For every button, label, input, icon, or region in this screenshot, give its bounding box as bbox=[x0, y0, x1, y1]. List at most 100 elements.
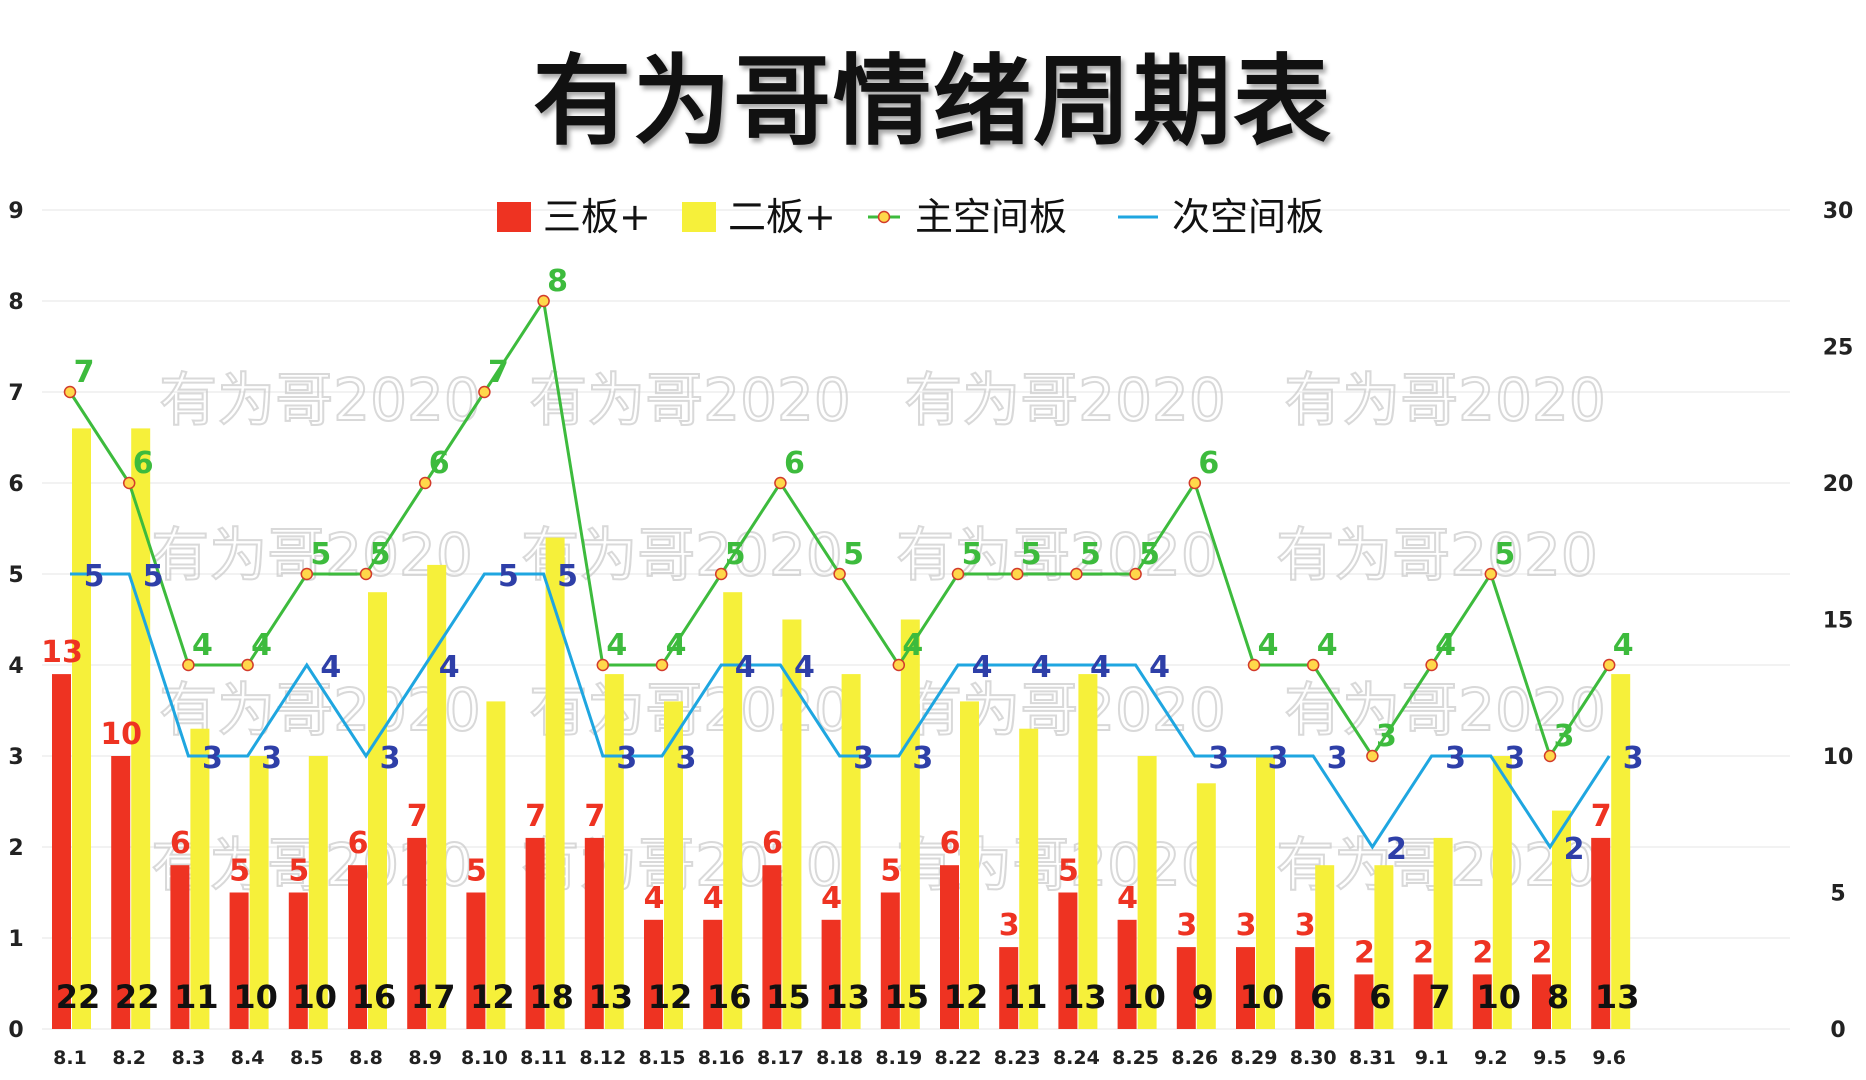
bar-三板 bbox=[229, 892, 249, 1029]
data-label-二板: 22 bbox=[115, 978, 160, 1016]
data-label-二板: 13 bbox=[1595, 978, 1640, 1016]
data-label-三板: 4 bbox=[644, 881, 665, 916]
chart-title: 有为哥情绪周期表 bbox=[532, 45, 1333, 159]
data-label-主空间板: 7 bbox=[74, 355, 95, 390]
x-axis-tick-label: 8.17 bbox=[757, 1047, 804, 1069]
bar-三板 bbox=[999, 947, 1019, 1029]
data-label-二板: 6 bbox=[1369, 978, 1391, 1016]
data-label-二板: 11 bbox=[174, 978, 219, 1016]
bar-三板 bbox=[1354, 974, 1374, 1029]
data-label-主空间板: 5 bbox=[1494, 537, 1515, 572]
point-主空间板 bbox=[1425, 658, 1438, 672]
bar-三板 bbox=[880, 892, 900, 1029]
data-label-主空间板: 3 bbox=[1554, 719, 1575, 754]
data-label-三板: 3 bbox=[1295, 908, 1316, 943]
point-主空间板 bbox=[1070, 567, 1083, 581]
point-主空间板 bbox=[1602, 658, 1616, 672]
bar-三板 bbox=[1532, 974, 1551, 1029]
data-label-次空间板: 3 bbox=[1327, 741, 1348, 776]
watermark-text: 有为哥2020 bbox=[151, 521, 473, 589]
data-label-三板: 7 bbox=[407, 799, 428, 834]
data-label-二板: 12 bbox=[470, 978, 515, 1016]
data-label-主空间板: 5 bbox=[1080, 537, 1101, 572]
data-label-三板: 7 bbox=[525, 799, 546, 834]
point-主空间板 bbox=[63, 385, 77, 399]
data-label-次空间板: 4 bbox=[1090, 650, 1111, 685]
data-label-三板: 5 bbox=[1058, 854, 1079, 889]
bar-三板 bbox=[170, 865, 190, 1029]
x-axis-tick-label: 9.2 bbox=[1474, 1047, 1508, 1069]
data-label-主空间板: 5 bbox=[1139, 537, 1160, 572]
x-axis-tick-label: 8.5 bbox=[290, 1047, 324, 1069]
bar-三板 bbox=[1236, 947, 1255, 1029]
point-主空间板 bbox=[1010, 567, 1024, 581]
data-label-二板: 12 bbox=[648, 978, 693, 1016]
bar-二板 bbox=[486, 701, 506, 1029]
point-主空间板 bbox=[478, 385, 491, 399]
x-axis-tick-label: 8.15 bbox=[639, 1047, 686, 1069]
data-label-二板: 10 bbox=[233, 978, 278, 1016]
point-主空间板 bbox=[1484, 567, 1498, 581]
point-主空间板 bbox=[1543, 749, 1557, 763]
bar-三板 bbox=[1413, 974, 1433, 1029]
bar-二板 bbox=[249, 756, 269, 1029]
line-次空间板 bbox=[70, 572, 1611, 850]
x-axis-tick-label: 8.30 bbox=[1290, 1047, 1337, 1069]
watermark-text: 有为哥2020 bbox=[1276, 521, 1598, 589]
data-label-二板: 8 bbox=[1547, 978, 1569, 1016]
point-主空间板 bbox=[1247, 658, 1261, 672]
data-label-二板: 13 bbox=[1062, 978, 1107, 1016]
point-主空间板 bbox=[1188, 476, 1202, 490]
x-axis-tick-label: 8.3 bbox=[172, 1047, 206, 1069]
left-axis-tick-label: 0 bbox=[8, 1018, 23, 1043]
bar-二板 bbox=[723, 592, 743, 1029]
point-主空间板 bbox=[774, 476, 787, 490]
x-axis-tick-label: 8.1 bbox=[53, 1047, 87, 1069]
data-label-三板: 5 bbox=[229, 854, 250, 889]
data-label-二板: 17 bbox=[411, 978, 456, 1016]
point-主空间板 bbox=[537, 294, 550, 308]
data-label-主空间板: 4 bbox=[606, 628, 627, 663]
bar-三板 bbox=[821, 919, 841, 1029]
point-主空间板 bbox=[359, 567, 373, 581]
legend-swatch-二板 bbox=[682, 202, 716, 232]
data-label-二板: 10 bbox=[1121, 978, 1166, 1016]
data-label-次空间板: 4 bbox=[320, 650, 341, 685]
x-axis-tick-label: 8.9 bbox=[408, 1047, 442, 1069]
point-主空间板 bbox=[596, 658, 610, 672]
data-label-主空间板: 4 bbox=[1613, 628, 1634, 663]
data-label-次空间板: 3 bbox=[1504, 741, 1525, 776]
data-label-二板: 12 bbox=[944, 978, 989, 1016]
bar-三板 bbox=[466, 892, 486, 1029]
bar-二板 bbox=[1611, 674, 1631, 1029]
data-label-三板: 10 bbox=[100, 717, 142, 752]
data-label-次空间板: 4 bbox=[439, 650, 460, 685]
data-label-主空间板: 6 bbox=[1198, 446, 1219, 481]
x-axis-tick-label: 8.10 bbox=[461, 1047, 508, 1069]
data-label-二板: 10 bbox=[1477, 978, 1522, 1016]
x-axis-tick-label: 8.18 bbox=[816, 1047, 863, 1069]
bar-二板 bbox=[190, 728, 210, 1029]
data-label-次空间板: 4 bbox=[1031, 650, 1052, 685]
point-主空间板 bbox=[655, 658, 669, 672]
bar-二板 bbox=[1492, 756, 1512, 1029]
data-label-二板: 10 bbox=[1240, 978, 1285, 1016]
bar-二板 bbox=[841, 674, 861, 1029]
data-label-次空间板: 3 bbox=[912, 741, 933, 776]
data-label-二板: 16 bbox=[707, 978, 752, 1016]
data-label-三板: 4 bbox=[703, 881, 724, 916]
bar-二板 bbox=[1078, 674, 1098, 1029]
data-label-次空间板: 3 bbox=[1208, 741, 1229, 776]
point-主空间板 bbox=[241, 658, 254, 672]
data-label-主空间板: 4 bbox=[1317, 628, 1338, 663]
x-axis-tick-label: 8.11 bbox=[520, 1047, 567, 1069]
bar-三板 bbox=[1591, 837, 1611, 1029]
point-主空间板 bbox=[714, 567, 728, 581]
data-label-主空间板: 6 bbox=[429, 446, 450, 481]
data-label-二板: 15 bbox=[885, 978, 930, 1016]
bar-三板 bbox=[762, 865, 782, 1029]
data-label-三板: 7 bbox=[1591, 799, 1612, 834]
legend-label-三板: 三板+ bbox=[543, 195, 651, 239]
point-主空间板 bbox=[951, 567, 965, 581]
data-label-三板: 6 bbox=[348, 826, 369, 861]
